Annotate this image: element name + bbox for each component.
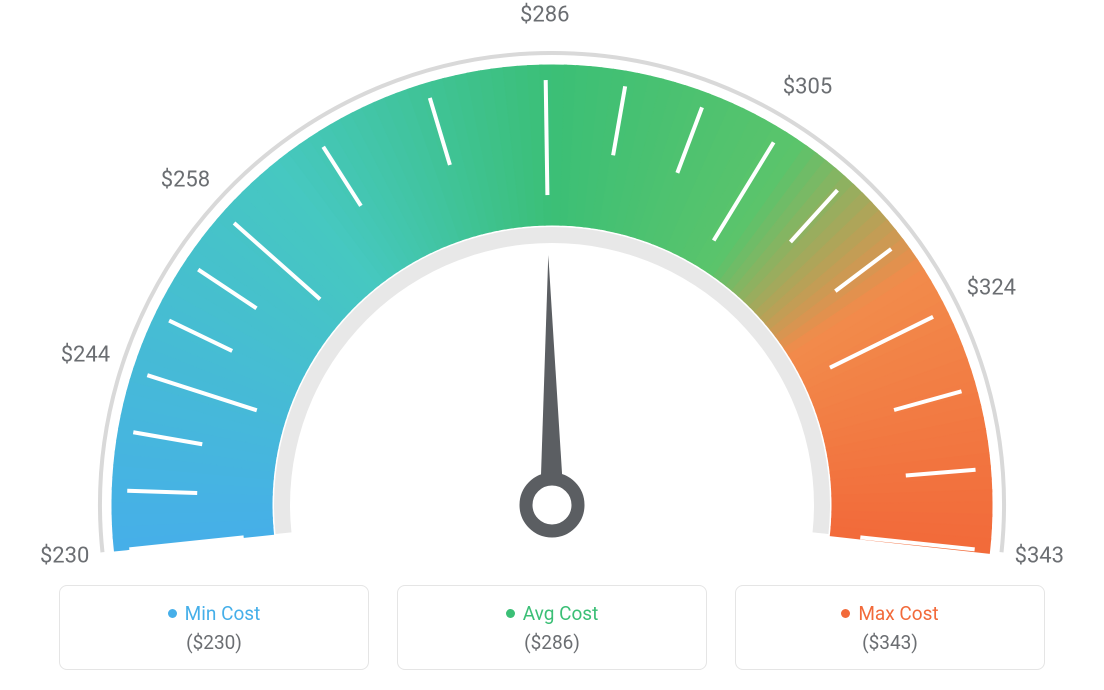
legend-row: Min Cost ($230) Avg Cost ($286) Max Cost… <box>59 585 1045 670</box>
tick-label: $244 <box>61 343 110 368</box>
legend-label-min: Min Cost <box>185 602 261 625</box>
legend-title-min: Min Cost <box>168 602 261 625</box>
tick-label: $258 <box>161 167 210 192</box>
tick-minor <box>127 491 197 493</box>
gauge-container: $230$244$258$286$305$324$343 <box>0 0 1104 560</box>
gauge-needle <box>540 255 564 505</box>
legend-value-avg: ($286) <box>524 631 580 654</box>
legend-value-max: ($343) <box>862 631 918 654</box>
tick-label: $286 <box>520 3 569 28</box>
legend-card-min: Min Cost ($230) <box>59 585 369 670</box>
gauge-needle-hub <box>526 479 578 531</box>
legend-title-avg: Avg Cost <box>506 602 599 625</box>
tick-label: $305 <box>783 74 832 99</box>
tick-major <box>546 80 548 195</box>
tick-label: $230 <box>40 544 89 569</box>
tick-label: $324 <box>967 276 1016 301</box>
legend-value-min: ($230) <box>186 631 242 654</box>
legend-dot-min <box>168 609 177 618</box>
legend-card-max: Max Cost ($343) <box>735 585 1045 670</box>
legend-title-max: Max Cost <box>841 602 938 625</box>
legend-dot-avg <box>506 609 515 618</box>
legend-card-avg: Avg Cost ($286) <box>397 585 707 670</box>
legend-label-max: Max Cost <box>858 602 938 625</box>
gauge-svg <box>0 0 1104 560</box>
legend-dot-max <box>841 609 850 618</box>
tick-label: $343 <box>1015 544 1064 569</box>
legend-label-avg: Avg Cost <box>523 602 599 625</box>
